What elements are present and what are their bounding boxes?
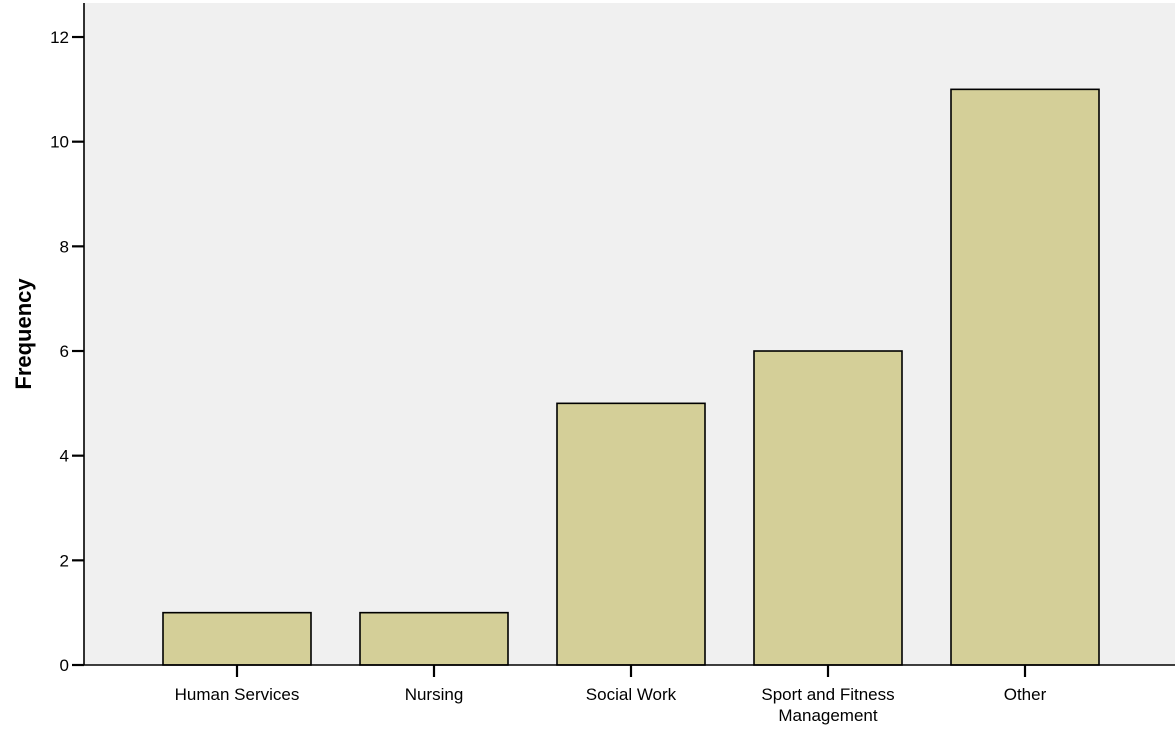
- bar-0: [162, 611, 312, 666]
- x-tick-label: Nursing: [405, 685, 464, 704]
- y-tick-label: 12: [50, 28, 69, 47]
- x-axis: Human Services Nursing Social Work Sport an…: [84, 664, 1175, 725]
- y-axis-title: Frequency: [11, 278, 36, 390]
- y-tick-label: 10: [50, 133, 69, 152]
- bar-3: [753, 350, 903, 666]
- y-tick-label: 6: [60, 342, 69, 361]
- bars-group: [162, 88, 1100, 666]
- bar-1: [359, 611, 509, 666]
- x-tick-label: Sport and Fitness: [761, 685, 894, 704]
- y-tick-label: 0: [60, 656, 69, 675]
- y-axis: 0 2 4 6 8 10 12: [50, 3, 85, 675]
- y-tick-label: 4: [60, 447, 69, 466]
- y-tick-label: 8: [60, 237, 69, 256]
- y-tick-label: 2: [60, 551, 69, 570]
- bar-2: [556, 402, 706, 666]
- x-tick-label: Other: [1004, 685, 1047, 704]
- x-tick-label: Human Services: [175, 685, 300, 704]
- x-tick-label: Social Work: [586, 685, 677, 704]
- x-tick-label: Management: [778, 706, 878, 725]
- bar-4: [950, 88, 1100, 666]
